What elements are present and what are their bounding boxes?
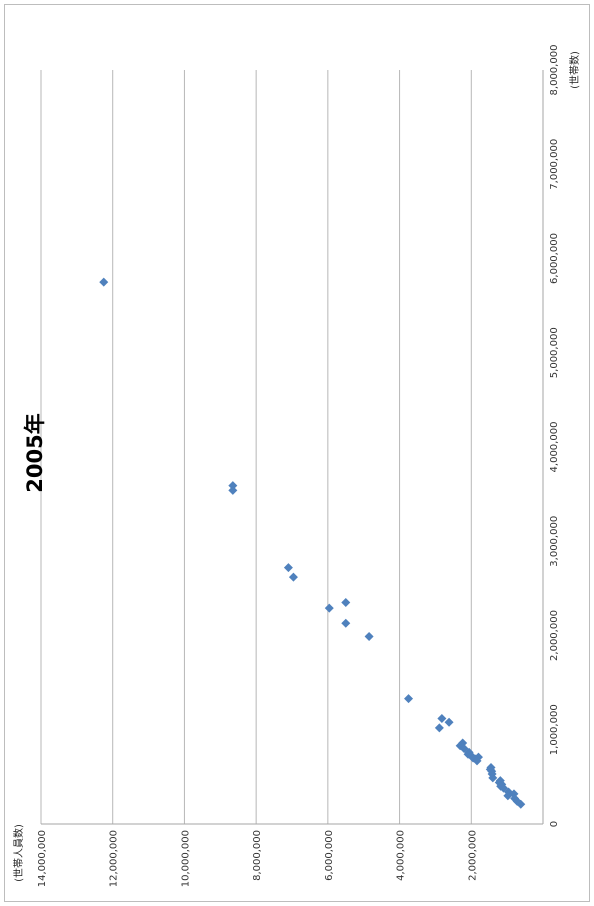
y-tick-label: 8,000,000 [252,830,263,881]
y-axis-title: (世帯人員数) [12,824,25,882]
x-tick-label: 0 [549,821,560,827]
data-point [341,598,351,608]
data-point [341,618,351,628]
y-tick-label: 14,000,000 [37,830,48,887]
chart-frame [4,4,590,902]
x-axis-ticks: 0 1,000,000 2,000,000 3,000,000 4,000,000 5,0… [549,45,560,828]
data-points [99,277,526,809]
y-tick-label: 4,000,000 [396,830,407,881]
data-point [283,563,293,573]
x-tick-label: 7,000,000 [549,139,560,190]
y-tick-label: 2,000,000 [467,830,478,881]
data-point [228,485,238,495]
chart-title: 2005年 [23,413,47,492]
data-point [228,481,238,491]
x-tick-label: 6,000,000 [549,233,560,284]
data-point [444,717,454,727]
data-point [434,723,444,733]
x-tick-label: 2,000,000 [549,610,560,661]
data-point [364,631,374,641]
x-axis-title: (世帯数) [568,51,581,89]
x-tick-label: 5,000,000 [549,327,560,378]
data-point [503,791,513,801]
x-tick-label: 4,000,000 [549,422,560,473]
gridlines [40,70,472,824]
x-tick-label: 1,000,000 [549,704,560,755]
data-point [288,572,298,582]
x-tick-label: 3,000,000 [549,516,560,567]
x-tick-label: 8,000,000 [549,45,560,96]
data-point [516,799,526,809]
data-point [437,713,447,723]
y-tick-label: 12,000,000 [109,830,120,887]
y-axis-ticks: 2,000,000 4,000,000 6,000,000 8,000,000 10,0… [37,830,478,887]
data-point [488,773,498,783]
y-tick-label: 10,000,000 [180,830,191,887]
data-point [324,603,334,613]
data-point [99,277,109,287]
data-point [404,694,414,704]
y-tick-label: 6,000,000 [324,830,335,881]
data-point [472,756,482,766]
